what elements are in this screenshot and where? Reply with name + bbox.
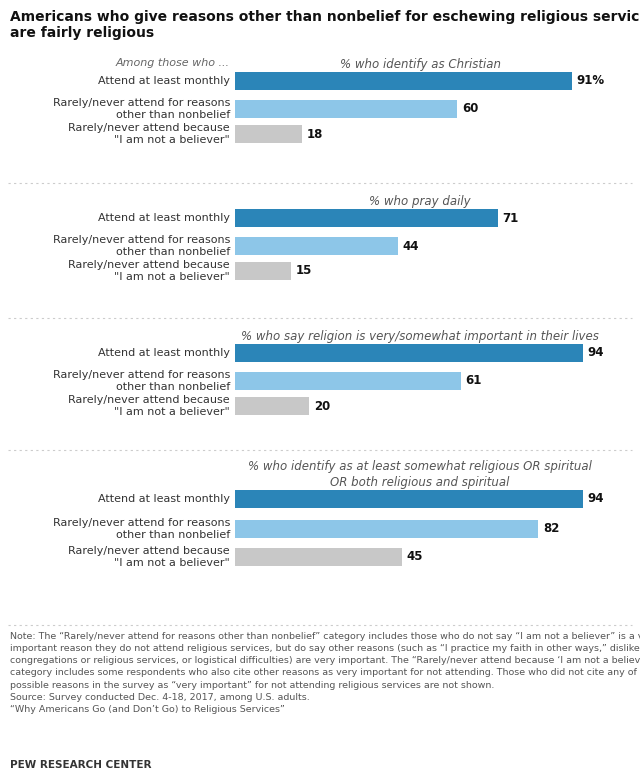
Text: 44: 44 <box>403 240 419 252</box>
Text: Rarely/never attend because
"I am not a believer": Rarely/never attend because "I am not a … <box>68 123 230 145</box>
Bar <box>235 237 398 255</box>
Bar <box>235 344 583 362</box>
Text: Rarely/never attend for reasons
other than nonbelief: Rarely/never attend for reasons other th… <box>52 235 230 257</box>
Text: 45: 45 <box>406 550 423 564</box>
Text: Rarely/never attend for reasons
other than nonbelief: Rarely/never attend for reasons other th… <box>52 370 230 392</box>
Text: 82: 82 <box>543 523 560 536</box>
Text: % who say religion is very/somewhat important in their lives: % who say religion is very/somewhat impo… <box>241 330 599 343</box>
Text: Attend at least monthly: Attend at least monthly <box>98 494 230 504</box>
Text: 60: 60 <box>462 103 478 116</box>
Text: Rarely/never attend for reasons
other than nonbelief: Rarely/never attend for reasons other th… <box>52 98 230 120</box>
Bar <box>235 125 301 143</box>
Text: % who identify as at least somewhat religious OR spiritual
OR both religious and: % who identify as at least somewhat reli… <box>248 460 592 489</box>
Text: % who identify as Christian: % who identify as Christian <box>339 58 500 71</box>
Bar <box>235 372 461 390</box>
Text: 91%: 91% <box>577 75 605 87</box>
Bar <box>235 520 538 538</box>
Text: 94: 94 <box>588 346 604 359</box>
Bar <box>235 548 401 566</box>
Text: Among those who ...: Among those who ... <box>116 58 230 68</box>
Text: 94: 94 <box>588 493 604 506</box>
Text: 71: 71 <box>502 211 519 224</box>
Text: Americans who give reasons other than nonbelief for eschewing religious services: Americans who give reasons other than no… <box>10 10 640 24</box>
Bar <box>235 397 309 415</box>
Text: 15: 15 <box>296 264 312 278</box>
Text: 20: 20 <box>314 399 330 412</box>
Bar <box>235 100 457 118</box>
Text: are fairly religious: are fairly religious <box>10 26 154 40</box>
Text: Rarely/never attend for reasons
other than nonbelief: Rarely/never attend for reasons other th… <box>52 518 230 540</box>
Text: Rarely/never attend because
"I am not a believer": Rarely/never attend because "I am not a … <box>68 395 230 417</box>
Text: % who pray daily: % who pray daily <box>369 195 471 208</box>
Text: Note: The “Rarely/never attend for reasons other than nonbelief” category includ: Note: The “Rarely/never attend for reaso… <box>10 632 640 714</box>
Bar <box>235 490 583 508</box>
Text: 61: 61 <box>466 375 482 388</box>
Text: Attend at least monthly: Attend at least monthly <box>98 213 230 223</box>
Bar <box>235 262 291 280</box>
Text: Attend at least monthly: Attend at least monthly <box>98 348 230 358</box>
Text: 18: 18 <box>307 127 323 140</box>
Text: Attend at least monthly: Attend at least monthly <box>98 76 230 86</box>
Text: PEW RESEARCH CENTER: PEW RESEARCH CENTER <box>10 760 152 770</box>
Text: Rarely/never attend because
"I am not a believer": Rarely/never attend because "I am not a … <box>68 546 230 568</box>
Bar <box>235 209 498 227</box>
Bar <box>235 72 572 90</box>
Text: Rarely/never attend because
"I am not a believer": Rarely/never attend because "I am not a … <box>68 260 230 282</box>
